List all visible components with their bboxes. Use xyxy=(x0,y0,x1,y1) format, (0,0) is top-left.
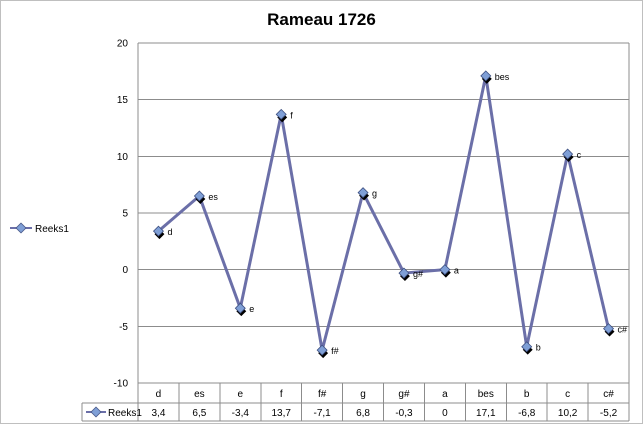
data-point xyxy=(234,302,246,314)
data-label: bes xyxy=(495,72,510,82)
data-label: es xyxy=(208,192,218,202)
data-point xyxy=(603,323,615,335)
legend-label: Reeks1 xyxy=(35,224,69,235)
data-label: e xyxy=(249,304,254,314)
x-category-label: f# xyxy=(318,389,327,400)
x-category-label: c# xyxy=(603,389,614,400)
table-value-cell: -7,1 xyxy=(314,408,332,419)
table-series-key-marker xyxy=(90,406,102,418)
table-value-cell: -0,3 xyxy=(395,408,413,419)
data-point xyxy=(521,341,533,353)
data-point xyxy=(152,225,164,237)
data-label: f xyxy=(290,110,293,120)
data-label: a xyxy=(454,266,459,276)
data-label: g# xyxy=(413,269,423,279)
x-category-label: g xyxy=(360,389,366,400)
data-label: d xyxy=(167,227,172,237)
data-point xyxy=(439,264,451,276)
y-tick-label: 15 xyxy=(117,95,129,106)
table-value-cell: 13,7 xyxy=(271,408,291,419)
x-category-label: es xyxy=(194,389,205,400)
table-value-cell: 10,2 xyxy=(558,408,578,419)
legend-marker xyxy=(15,222,27,234)
series-line xyxy=(157,74,611,352)
table-value-cell: 3,4 xyxy=(152,408,166,419)
table-value-cell: 6,8 xyxy=(356,408,370,419)
table-value-cell: -3,4 xyxy=(232,408,250,419)
y-tick-label: -10 xyxy=(114,379,129,390)
y-tick-label: 10 xyxy=(117,152,129,163)
data-point xyxy=(316,344,328,356)
y-tick-label: -5 xyxy=(119,322,128,333)
table-value-cell: -6,8 xyxy=(518,408,536,419)
data-label: b xyxy=(536,343,541,353)
data-label: c# xyxy=(618,325,628,335)
table-series-name: Reeks1 xyxy=(108,408,142,419)
table-value-cell: 17,1 xyxy=(476,408,496,419)
x-category-label: f xyxy=(280,389,283,400)
table-value-cell: 6,5 xyxy=(192,408,206,419)
table-value-cell: -5,2 xyxy=(600,408,618,419)
data-point xyxy=(357,187,369,199)
y-tick-label: 5 xyxy=(122,209,128,220)
x-category-label: c xyxy=(565,389,570,400)
y-tick-label: 0 xyxy=(122,265,128,276)
x-category-label: e xyxy=(238,389,244,400)
x-category-label: a xyxy=(442,389,448,400)
data-point xyxy=(398,267,410,279)
x-category-label: g# xyxy=(398,389,410,400)
chart-title: Rameau 1726 xyxy=(267,10,376,29)
x-category-label: bes xyxy=(478,389,494,400)
data-label: g xyxy=(372,189,377,199)
data-label: c xyxy=(577,150,582,160)
data-point xyxy=(193,190,205,202)
data-label: f# xyxy=(331,346,339,356)
data-point xyxy=(275,108,287,120)
x-category-label: b xyxy=(524,389,530,400)
x-category-label: d xyxy=(156,389,162,400)
table-value-cell: 0 xyxy=(442,408,448,419)
data-point xyxy=(480,70,492,82)
data-point xyxy=(562,148,574,160)
y-tick-label: 20 xyxy=(117,39,129,50)
